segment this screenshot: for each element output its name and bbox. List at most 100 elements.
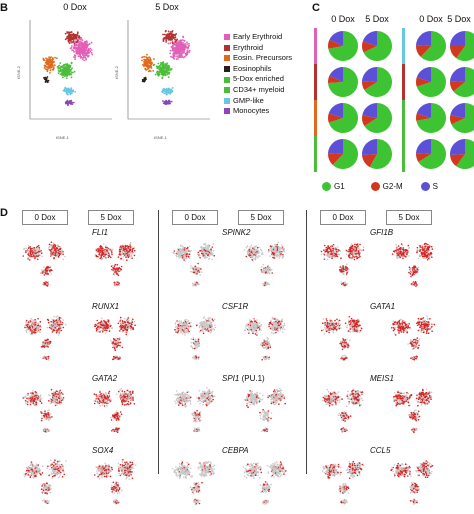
expression-point	[126, 478, 128, 480]
expression-point	[113, 268, 115, 270]
tsne-point	[87, 45, 89, 47]
expression-point	[27, 401, 29, 403]
expression-point	[118, 416, 120, 418]
expression-point	[52, 251, 54, 253]
expression-point	[34, 475, 36, 477]
expression-point	[60, 474, 62, 476]
expression-point	[45, 269, 47, 271]
expression-point	[110, 340, 112, 342]
tsne-point	[162, 34, 164, 36]
tsne-point	[73, 56, 75, 58]
cell-cycle-pie-grid	[310, 26, 474, 178]
expression-point	[48, 340, 50, 342]
expression-point	[35, 404, 37, 406]
expression-point	[119, 330, 121, 332]
expression-point	[41, 412, 43, 414]
expression-point	[57, 393, 59, 395]
expression-point	[30, 400, 32, 402]
expression-point	[120, 474, 122, 476]
expression-point	[47, 500, 49, 502]
expression-point	[53, 316, 55, 318]
tsne-point	[181, 55, 183, 57]
expression-point	[41, 272, 43, 274]
expression-point	[120, 251, 122, 253]
expression-point	[104, 463, 106, 465]
expression-point	[120, 245, 122, 247]
expression-point	[101, 400, 103, 402]
tsne-plot-5dox	[120, 16, 214, 134]
expression-point	[56, 332, 58, 334]
expression-point	[59, 327, 61, 329]
expression-point	[57, 323, 59, 325]
expression-point	[106, 258, 108, 260]
row-bar	[314, 64, 317, 100]
expression-point	[37, 396, 39, 398]
expression-point	[54, 399, 56, 401]
expression-point	[118, 256, 120, 258]
tsne-point	[67, 94, 69, 96]
expression-point	[53, 243, 55, 245]
expression-point	[34, 467, 36, 469]
expression-point	[62, 319, 64, 321]
tsne-point	[144, 64, 146, 66]
expression-tsne	[82, 450, 148, 514]
expression-point	[36, 251, 38, 253]
tsne-point	[159, 66, 161, 68]
tsne-point	[84, 51, 86, 53]
expression-point	[49, 465, 51, 467]
expression-point	[42, 465, 44, 467]
expression-point	[52, 245, 54, 247]
tsne-point	[173, 54, 175, 56]
expression-point	[118, 490, 120, 492]
expression-point	[43, 413, 45, 415]
expression-point	[51, 389, 53, 391]
expression-point	[31, 248, 33, 250]
expression-point	[97, 252, 99, 254]
s-swatch	[421, 182, 430, 191]
expression-point	[111, 485, 113, 487]
tsne-point	[57, 68, 59, 70]
expression-point	[132, 392, 134, 394]
expression-point	[115, 486, 117, 488]
gene-name: RUNX1	[92, 302, 119, 311]
expression-point	[126, 248, 128, 250]
expression-point	[51, 241, 53, 243]
expression-point	[100, 255, 102, 257]
expression-point	[112, 327, 114, 329]
expression-point	[62, 250, 64, 252]
expression-point	[36, 321, 38, 323]
tsne-point	[141, 57, 143, 59]
tsne-point	[163, 71, 165, 73]
tsne-point	[167, 74, 169, 76]
tsne-y-axis-label-1: tSNE-2	[114, 66, 119, 79]
expression-point	[57, 401, 59, 403]
tsne-point	[185, 45, 187, 47]
expression-point	[34, 319, 36, 321]
tsne-point	[66, 91, 68, 93]
expression-point	[102, 400, 104, 402]
tsne-point	[174, 39, 176, 41]
figure: B 0 Dox 5 Dox tSNE-1 tSNE-1 tSNE-2 tSNE-…	[0, 0, 474, 474]
panel-letter-c: C	[312, 2, 320, 14]
expression-point	[50, 414, 52, 416]
tsne-point	[168, 43, 170, 45]
expression-point	[121, 402, 123, 404]
tsne-point	[146, 57, 148, 59]
tsne-point	[74, 71, 76, 73]
tsne-point	[65, 72, 67, 74]
expression-point	[110, 417, 112, 419]
row-bar	[314, 136, 317, 172]
expression-point	[42, 284, 44, 286]
tsne-point	[70, 34, 72, 36]
expression-point	[31, 467, 33, 469]
tsne-point	[83, 45, 85, 47]
expression-point	[97, 402, 99, 404]
expression-point	[101, 250, 103, 252]
tsne-point	[163, 38, 165, 40]
expression-point	[94, 400, 96, 402]
tsne-point	[73, 51, 75, 53]
expression-point	[42, 256, 44, 258]
expression-point	[48, 489, 50, 491]
expression-point	[52, 462, 54, 464]
tsne-point	[169, 38, 171, 40]
